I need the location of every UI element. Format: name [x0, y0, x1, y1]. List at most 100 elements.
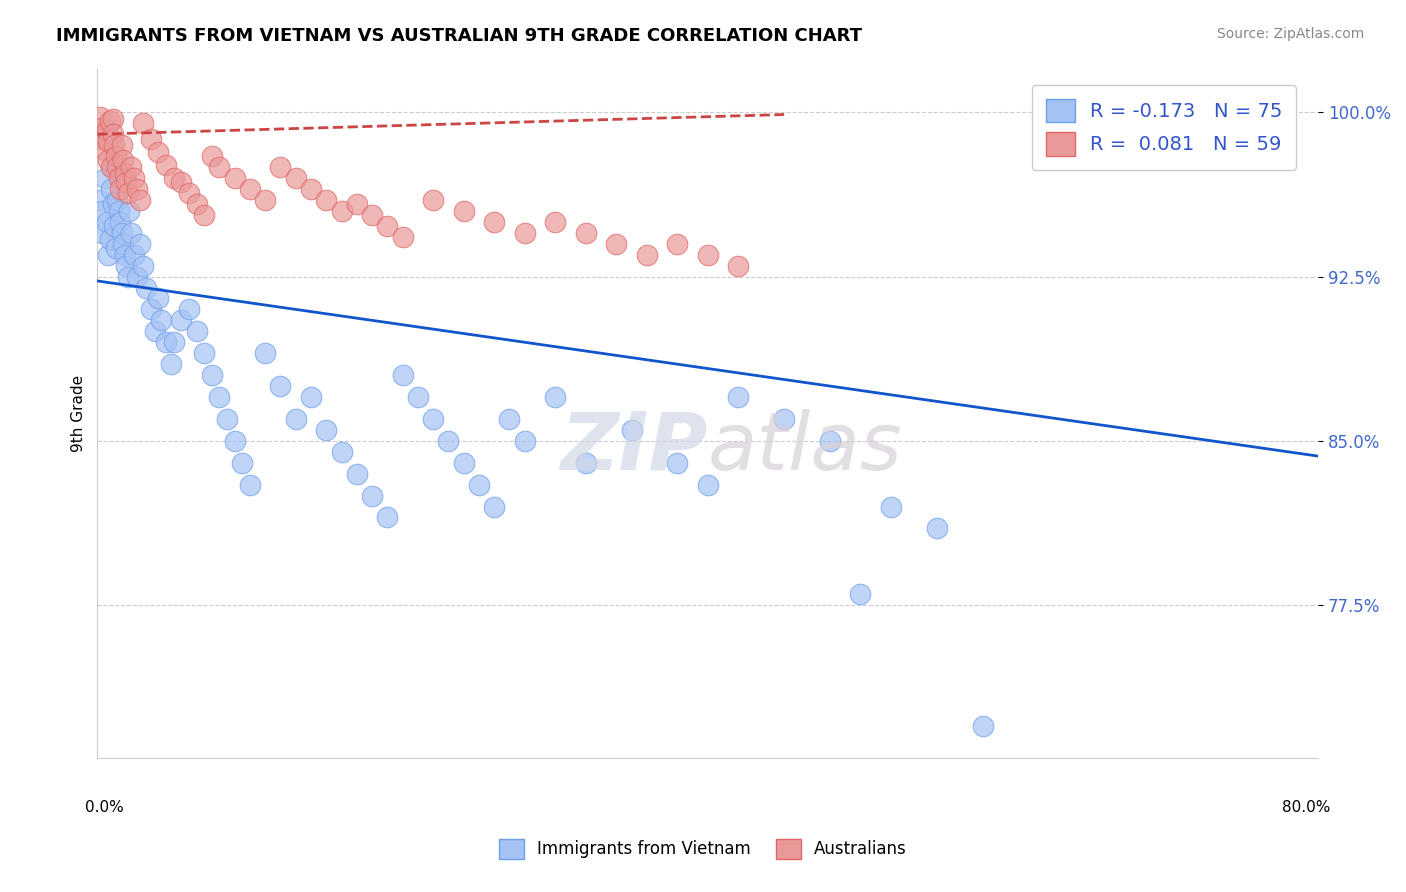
Point [231, 456, 253, 470]
Point [135, 280, 157, 294]
Point [120, 226, 142, 240]
Point [482, 215, 505, 229]
Point [117, 186, 139, 201]
Point [422, 412, 444, 426]
Point [96, 215, 118, 229]
Point [727, 259, 749, 273]
Point [125, 182, 148, 196]
Point [605, 236, 627, 251]
Point [89, 110, 111, 124]
Point [406, 390, 429, 404]
Point [105, 160, 128, 174]
Point [129, 193, 152, 207]
Text: IMMIGRANTS FROM VIETNAM VS AUSTRALIAN 9TH GRADE CORRELATION CHART: IMMIGRANTS FROM VIETNAM VS AUSTRALIAN 9T… [56, 27, 862, 45]
Point [115, 259, 138, 273]
Point [101, 197, 124, 211]
Point [498, 412, 520, 426]
Point [159, 357, 181, 371]
Point [201, 149, 224, 163]
Point [1261, 110, 1284, 124]
Point [544, 215, 567, 229]
Point [513, 434, 536, 448]
Point [361, 208, 384, 222]
Point [100, 160, 122, 174]
Point [155, 335, 177, 350]
Point [177, 186, 200, 201]
Point [375, 219, 398, 234]
Point [107, 171, 129, 186]
Text: 80.0%: 80.0% [1282, 800, 1330, 814]
Point [120, 160, 142, 174]
Point [132, 259, 155, 273]
Text: atlas: atlas [707, 409, 903, 487]
Point [163, 335, 186, 350]
Point [117, 269, 139, 284]
Point [361, 489, 384, 503]
Point [224, 171, 246, 186]
Point [89, 193, 111, 207]
Point [94, 171, 117, 186]
Point [105, 193, 128, 207]
Point [254, 193, 277, 207]
Point [193, 208, 215, 222]
Point [925, 521, 948, 535]
Point [163, 171, 186, 186]
Point [104, 149, 127, 163]
Point [177, 302, 200, 317]
Point [239, 477, 262, 491]
Point [239, 182, 262, 196]
Point [575, 226, 598, 240]
Point [100, 182, 122, 196]
Point [103, 219, 125, 234]
Point [299, 390, 322, 404]
Point [437, 434, 460, 448]
Point [254, 346, 277, 360]
Point [513, 226, 536, 240]
Point [98, 114, 121, 128]
Point [170, 313, 193, 327]
Point [104, 241, 127, 255]
Point [208, 160, 231, 174]
Point [150, 313, 173, 327]
Point [849, 587, 872, 601]
Point [155, 158, 177, 172]
Point [453, 456, 475, 470]
Point [111, 226, 134, 240]
Point [330, 444, 353, 458]
Point [620, 423, 643, 437]
Point [96, 123, 118, 137]
Point [972, 718, 994, 732]
Point [170, 175, 193, 189]
Point [148, 145, 170, 159]
Legend: Immigrants from Vietnam, Australians: Immigrants from Vietnam, Australians [492, 832, 914, 866]
Point [94, 143, 117, 157]
Point [818, 434, 841, 448]
Point [880, 500, 903, 514]
Point [284, 171, 307, 186]
Point [193, 346, 215, 360]
Point [666, 456, 689, 470]
Point [112, 153, 135, 168]
Point [114, 167, 136, 181]
Point [315, 423, 337, 437]
Point [575, 456, 598, 470]
Point [97, 134, 120, 148]
Point [544, 390, 567, 404]
Point [269, 160, 291, 174]
Point [112, 236, 135, 251]
Point [107, 203, 129, 218]
Point [375, 510, 398, 524]
Point [139, 131, 162, 145]
Point [773, 412, 796, 426]
Text: Source: ZipAtlas.com: Source: ZipAtlas.com [1216, 27, 1364, 41]
Point [482, 500, 505, 514]
Point [696, 247, 718, 261]
Point [101, 127, 124, 141]
Point [148, 292, 170, 306]
Point [129, 236, 152, 251]
Point [139, 302, 162, 317]
Point [299, 182, 322, 196]
Point [122, 171, 145, 186]
Point [125, 269, 148, 284]
Point [186, 324, 208, 338]
